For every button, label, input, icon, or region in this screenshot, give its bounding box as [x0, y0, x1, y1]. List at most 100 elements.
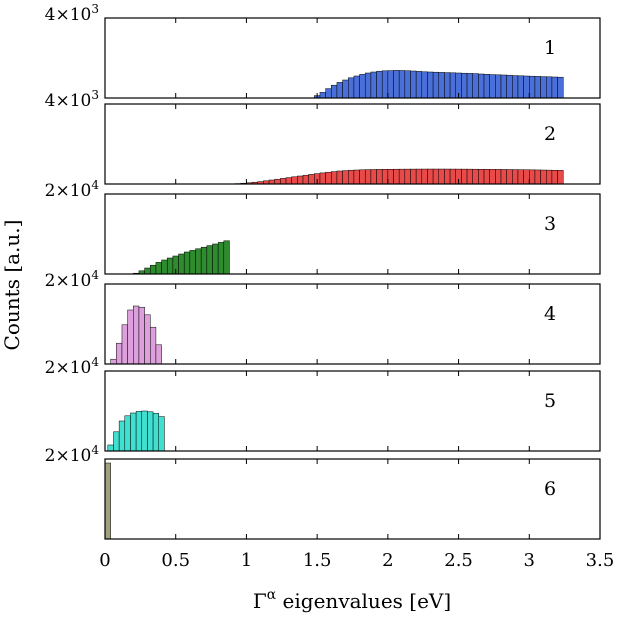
- panel-frame: [104, 103, 601, 185]
- bar: [483, 74, 490, 99]
- bar: [478, 168, 485, 185]
- bar: [183, 251, 191, 275]
- panel-label: 3: [544, 213, 556, 235]
- bar: [130, 412, 137, 452]
- bar: [342, 79, 349, 99]
- bar: [353, 75, 360, 99]
- bar: [297, 175, 304, 185]
- panel-2: 4×103 2: [45, 88, 601, 185]
- panel-label: 2: [544, 123, 556, 145]
- x-tick-label: 1.5: [303, 550, 332, 571]
- bar: [393, 168, 400, 185]
- bar: [557, 170, 564, 185]
- bar: [364, 169, 372, 185]
- bar: [118, 420, 126, 452]
- x-tick-label: 2.5: [444, 550, 473, 571]
- bar: [517, 75, 524, 99]
- bar: [336, 82, 343, 99]
- bar: [150, 264, 157, 275]
- bar: [223, 240, 230, 275]
- bar: [336, 170, 343, 185]
- bar: [308, 174, 315, 185]
- bar: [387, 70, 394, 99]
- y-max-label-exp: 4: [91, 443, 99, 457]
- y-max-label-exp: 3: [91, 88, 99, 102]
- bar: [506, 169, 513, 185]
- y-max-label-exp: 3: [91, 2, 99, 16]
- bar: [302, 174, 309, 185]
- bar: [506, 74, 513, 99]
- bar: [376, 70, 383, 99]
- bar: [551, 169, 558, 185]
- bar: [557, 76, 564, 99]
- bar: [331, 171, 338, 185]
- bar: [348, 77, 355, 99]
- y-max-label: 4×103: [45, 88, 99, 111]
- bar: [483, 169, 490, 185]
- bar: [546, 76, 553, 99]
- bar: [195, 248, 202, 275]
- y-max-label: 2×104: [45, 178, 100, 201]
- bar: [432, 71, 440, 99]
- bar: [415, 71, 423, 99]
- bar: [449, 72, 456, 99]
- bar: [546, 169, 553, 185]
- bar: [319, 92, 326, 99]
- bar: [472, 168, 479, 185]
- bar: [495, 169, 502, 185]
- bar: [512, 169, 519, 185]
- bar: [359, 74, 366, 99]
- bar: [331, 84, 338, 99]
- bar: [124, 415, 131, 452]
- bar: [155, 344, 162, 365]
- bar: [427, 71, 434, 99]
- bar: [523, 75, 530, 99]
- bar: [155, 262, 162, 275]
- bar: [404, 168, 411, 185]
- y-max-label: 2×104: [45, 268, 100, 291]
- bar: [104, 462, 111, 540]
- panel-5: 2×104 5: [45, 355, 601, 452]
- bar: [359, 169, 366, 185]
- panel-6: 2×104 6: [45, 443, 601, 540]
- bar: [107, 444, 114, 452]
- bar: [147, 411, 154, 452]
- bar: [285, 177, 292, 185]
- bar: [135, 411, 143, 452]
- y-max-label: 4×103: [45, 2, 99, 25]
- bar: [161, 259, 168, 275]
- panel-3: 2×104 3: [45, 178, 601, 275]
- bar: [319, 172, 326, 185]
- bar: [121, 324, 128, 365]
- y-max-label-exp: 4: [91, 178, 99, 192]
- x-axis-label-rest: eigenvalues [eV]: [276, 589, 451, 613]
- bar: [212, 243, 219, 275]
- bar: [325, 171, 332, 185]
- bar: [200, 246, 208, 275]
- bar: [206, 245, 213, 275]
- panel-label: 6: [544, 478, 556, 500]
- bar: [410, 168, 417, 185]
- panel-frame: [104, 193, 601, 275]
- panel-1: 4×103 1: [45, 2, 601, 99]
- panel-label: 4: [544, 303, 556, 325]
- x-tick-label: 3: [524, 550, 535, 571]
- bar: [478, 73, 485, 99]
- x-tick-label: 0: [99, 550, 110, 571]
- bar: [551, 76, 558, 99]
- bar: [500, 169, 507, 185]
- panel-frame: [104, 370, 601, 452]
- bar: [116, 342, 123, 365]
- bar: [534, 76, 541, 99]
- bar: [144, 267, 151, 275]
- bar: [540, 76, 547, 99]
- bar: [387, 168, 394, 185]
- y-max-label: 2×104: [45, 443, 100, 466]
- panel-label: 1: [544, 37, 556, 59]
- bar: [495, 74, 502, 99]
- x-axis: 0 0.5 1 1.5 2 2.5 3 3.5: [99, 550, 614, 571]
- bar: [512, 75, 519, 99]
- bar: [534, 169, 541, 185]
- y-max-label-base: 2×10: [45, 446, 92, 466]
- bar: [178, 253, 185, 275]
